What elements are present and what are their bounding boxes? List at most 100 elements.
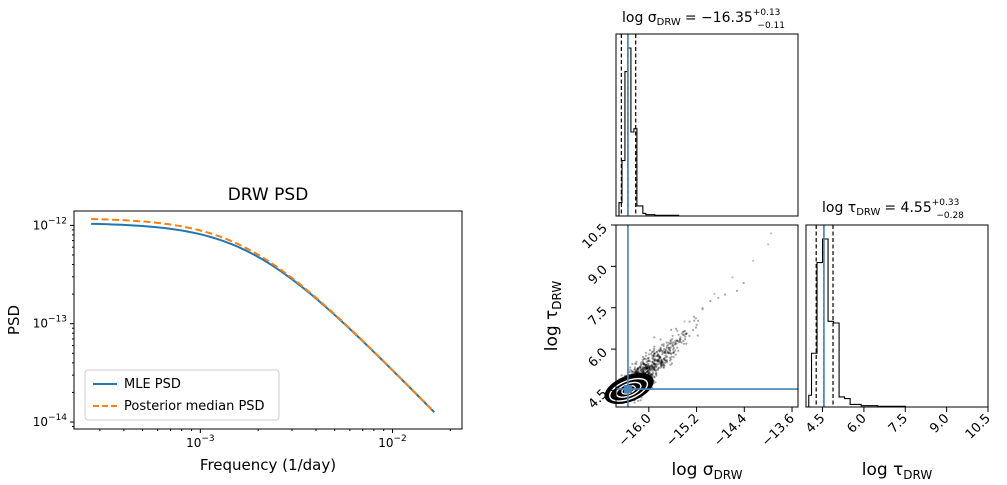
posterior-sample-point xyxy=(660,360,663,363)
posterior-sample-point xyxy=(668,351,671,354)
posterior-sample-point xyxy=(635,370,639,373)
posterior-sample-point xyxy=(654,381,657,384)
posterior-sample-point xyxy=(653,362,657,365)
posterior-sample-point xyxy=(652,362,656,365)
posterior-sample-point xyxy=(638,366,641,369)
posterior-sample-point xyxy=(671,334,674,337)
posterior-sample-point xyxy=(632,370,635,373)
posterior-sample-point xyxy=(641,355,645,358)
posterior-sample-point xyxy=(658,355,661,358)
posterior-sample-point xyxy=(682,339,685,343)
posterior-sample-point xyxy=(655,359,658,362)
psd-x-axis-label: Frequency (1/day) xyxy=(200,456,336,474)
posterior-sample-point xyxy=(674,342,677,345)
psd-legend: MLE PSD Posterior median PSD xyxy=(84,369,280,421)
posterior-sample-point xyxy=(688,334,691,337)
posterior-sample-point xyxy=(645,367,649,370)
posterior-sample-point xyxy=(653,352,656,355)
posterior-sample-point xyxy=(643,362,646,365)
posterior-sample-point xyxy=(735,289,739,292)
posterior-sample-point xyxy=(664,361,667,364)
posterior-sample-point xyxy=(653,359,656,362)
posterior-sample-point xyxy=(654,369,657,372)
posterior-sample-point xyxy=(645,358,648,361)
posterior-sample-point xyxy=(641,368,644,371)
posterior-sample-point xyxy=(654,359,657,362)
posterior-sample-point xyxy=(651,360,654,363)
posterior-sample-point xyxy=(659,362,663,365)
posterior-sample-point xyxy=(644,363,647,366)
posterior-sample-point xyxy=(637,368,640,371)
posterior-sample-point xyxy=(662,361,665,364)
posterior-sample-point xyxy=(664,349,667,352)
posterior-sample-point xyxy=(671,341,675,344)
posterior-sample-point xyxy=(723,293,727,296)
posterior-sample-point xyxy=(674,341,677,344)
posterior-sample-point xyxy=(637,367,640,370)
posterior-sample-point xyxy=(665,355,669,358)
posterior-sample-point xyxy=(656,353,660,356)
posterior-sample-point xyxy=(674,349,677,352)
posterior-sample-point xyxy=(661,360,664,363)
posterior-sample-point xyxy=(653,376,656,379)
joint-y-tick-label: 10.5 xyxy=(580,221,611,252)
posterior-sample-point xyxy=(642,362,645,365)
joint-x-tick-label: −15.2 xyxy=(664,411,703,450)
posterior-sample-point xyxy=(641,358,645,361)
posterior-sample-point xyxy=(658,357,661,360)
posterior-sample-point xyxy=(677,333,680,336)
posterior-sample-point xyxy=(651,364,654,367)
posterior-sample-point xyxy=(650,364,653,367)
posterior-sample-point xyxy=(645,370,649,373)
posterior-sample-point xyxy=(644,351,648,354)
posterior-sample-point xyxy=(634,371,637,374)
tau-x-tick-label: 7.5 xyxy=(886,411,911,436)
posterior-sample-point xyxy=(660,343,664,346)
posterior-sample-point xyxy=(644,363,648,366)
posterior-sample-point xyxy=(680,341,683,344)
posterior-sample-point xyxy=(672,344,675,348)
joint-xlabel-sub: DRW xyxy=(714,468,743,482)
posterior-sample-point xyxy=(679,340,682,343)
posterior-sample-point xyxy=(663,357,666,360)
posterior-sample-point xyxy=(659,361,662,364)
posterior-sample-point xyxy=(667,351,670,354)
posterior-sample-point xyxy=(675,327,678,330)
posterior-sample-point xyxy=(653,336,656,339)
psd-x-tick-label: 10−3 xyxy=(186,434,215,450)
posterior-sample-point xyxy=(639,369,643,372)
tau-histogram xyxy=(806,225,906,408)
psd-series-lines xyxy=(91,217,435,413)
posterior-sample-point xyxy=(659,338,662,341)
corner-plot: log σDRW = −16.35+0.13 −0.11 −16.0 −15.2 −14… xyxy=(542,8,994,482)
posterior-sample-point xyxy=(645,366,648,369)
posterior-sample-point xyxy=(662,344,665,347)
posterior-sample-point xyxy=(659,349,662,352)
posterior-sample-point xyxy=(655,373,658,376)
posterior-sample-point xyxy=(646,360,650,363)
psd-plot-frame xyxy=(73,210,463,430)
posterior-sample-point xyxy=(635,362,638,365)
posterior-sample-point xyxy=(660,362,663,365)
tau-histogram-steps xyxy=(806,238,906,408)
posterior-sample-point xyxy=(655,368,658,371)
posterior-median-psd-line xyxy=(91,217,435,413)
posterior-sample-point xyxy=(661,363,664,366)
posterior-sample-point xyxy=(641,369,644,372)
posterior-sample-point xyxy=(648,369,652,372)
posterior-sample-point xyxy=(671,351,675,355)
posterior-sample-point xyxy=(635,360,638,363)
posterior-sample-point xyxy=(647,364,650,367)
posterior-sample-point xyxy=(636,367,639,370)
posterior-outlier-point xyxy=(701,306,704,309)
posterior-sample-point xyxy=(656,354,659,358)
joint-scatter xyxy=(604,225,798,407)
posterior-sample-point xyxy=(662,349,665,352)
posterior-sample-point xyxy=(649,364,652,368)
tau-title-down: −0.28 xyxy=(936,211,964,221)
posterior-sample-point xyxy=(651,372,654,375)
posterior-sample-point xyxy=(642,370,645,373)
posterior-sample-point xyxy=(652,350,655,353)
tau-title-value: = 4.55 xyxy=(884,200,931,216)
posterior-sample-point xyxy=(656,359,659,362)
